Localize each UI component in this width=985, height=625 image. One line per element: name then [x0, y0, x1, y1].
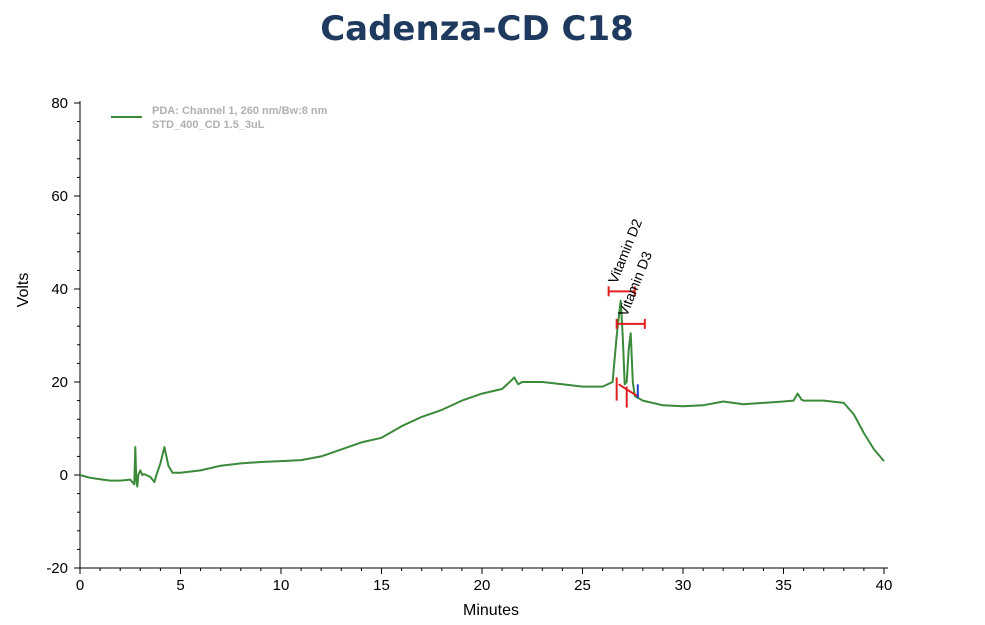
legend-entry-1: PDA: Channel 1, 260 nm/Bw:8 nm: [152, 105, 328, 117]
x-tick-label: 35: [775, 577, 792, 594]
x-tick-label: 0: [76, 577, 84, 594]
y-axis-label: Volts: [15, 273, 32, 308]
baseline-marker: [618, 383, 640, 398]
series-line: [79, 299, 885, 488]
x-tick-label: 20: [474, 577, 491, 594]
x-tick-label: 25: [574, 577, 591, 594]
x-tick-label: 30: [675, 577, 692, 594]
y-tick-label: 60: [51, 188, 68, 205]
y-tick-label: 20: [51, 374, 68, 391]
x-tick-label: 15: [373, 577, 390, 594]
x-tick-label: 10: [273, 577, 290, 594]
y-tick-label: -20: [46, 560, 68, 577]
y-tick-label: 80: [51, 95, 68, 112]
chart-title: Cadenza-CD C18: [320, 9, 634, 49]
x-tick-label: 5: [176, 577, 184, 594]
x-axis-label: Minutes: [463, 602, 519, 619]
y-tick-label: 40: [51, 281, 68, 298]
y-tick-label: 0: [60, 467, 68, 484]
legend: PDA: Channel 1, 260 nm/Bw:8 nm STD_400_C…: [111, 105, 328, 131]
legend-entry-2: STD_400_CD 1.5_3uL: [152, 119, 265, 131]
x-tick-label: 40: [876, 577, 893, 594]
